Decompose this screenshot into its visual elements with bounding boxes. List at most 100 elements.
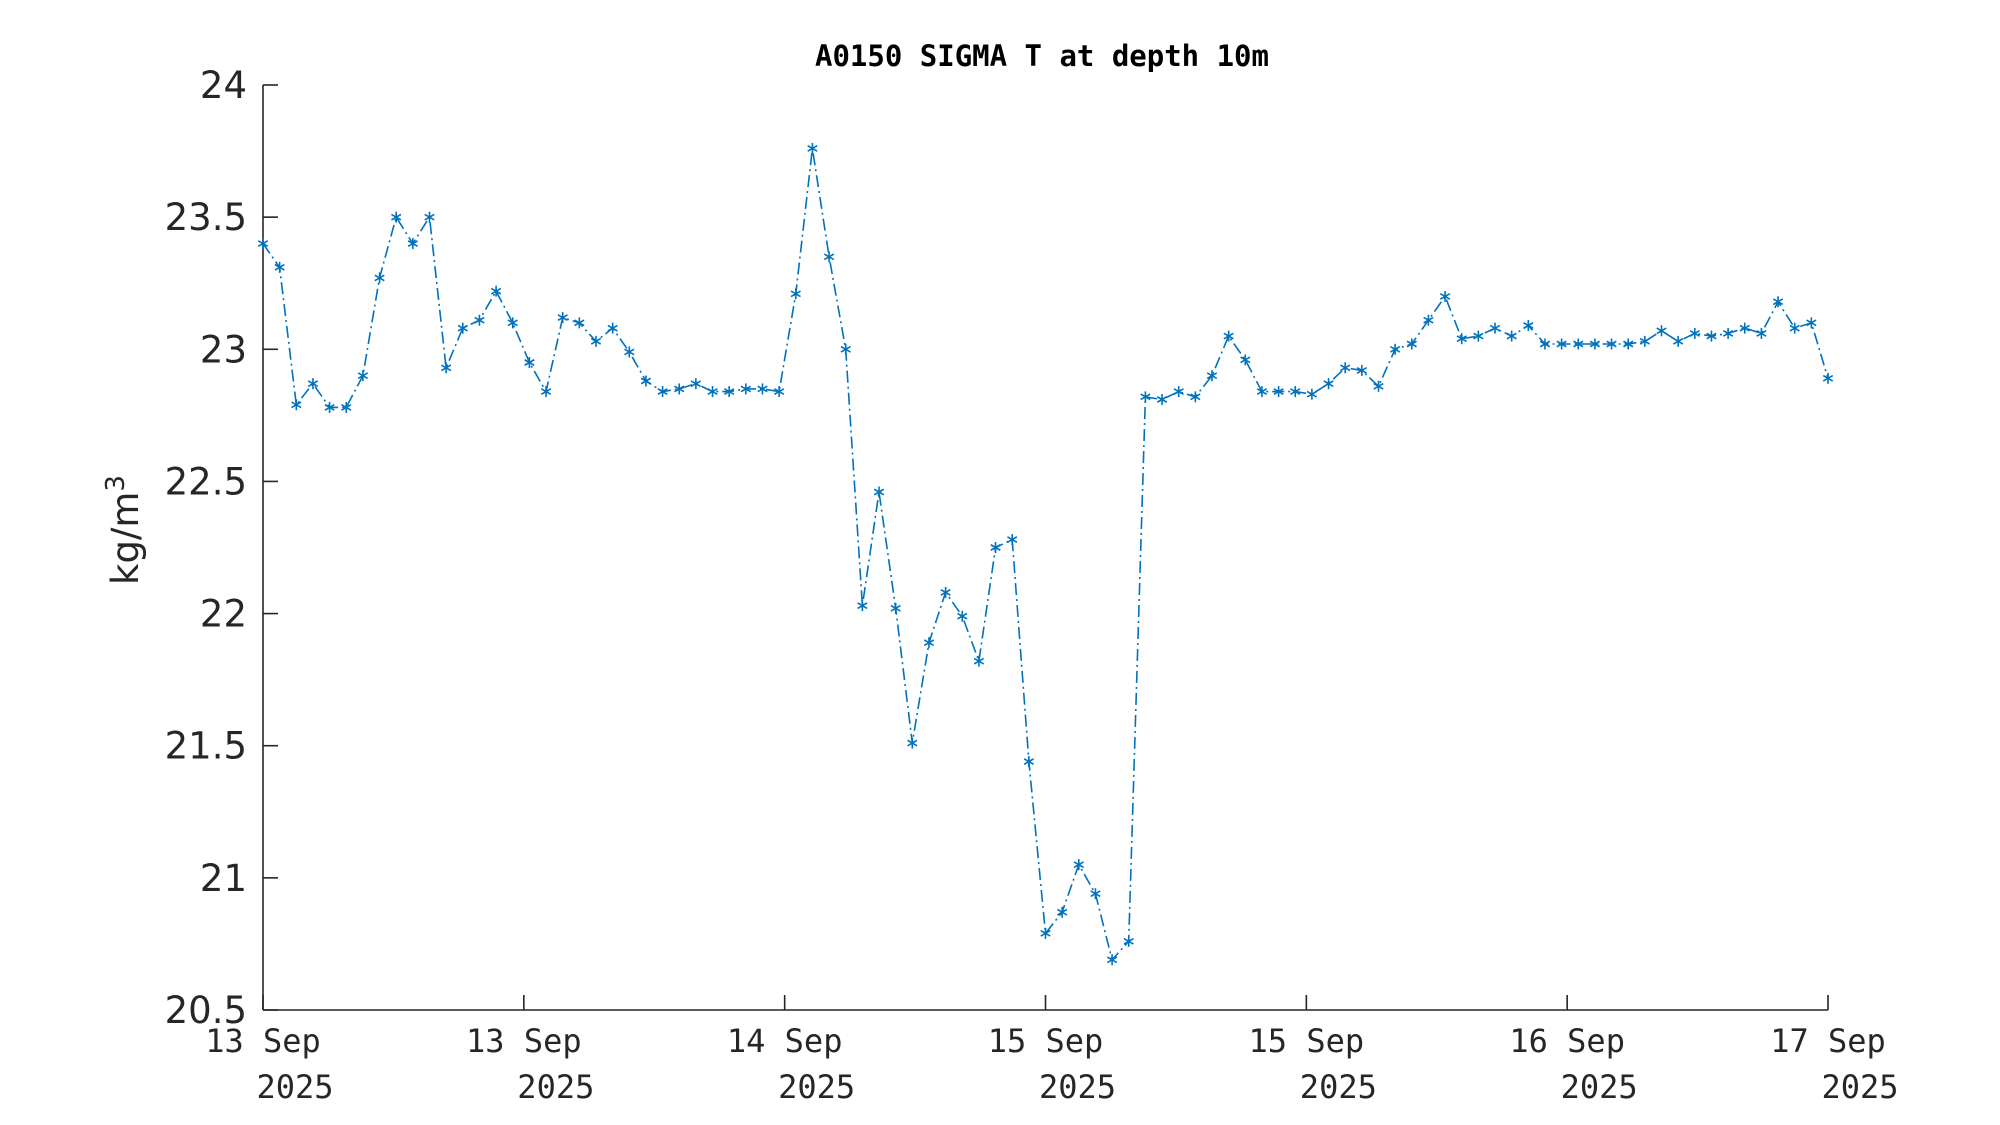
data-point-marker (257, 238, 269, 250)
data-point-marker (1489, 322, 1501, 334)
x-tick-label-year: 2025 (517, 1068, 594, 1106)
x-tick-label-day: 15 Sep (988, 1022, 1104, 1060)
data-point-marker (1589, 338, 1601, 350)
data-point-marker (274, 261, 285, 273)
data-point-marker (607, 322, 618, 334)
data-point-marker (1007, 534, 1018, 546)
data-point-marker (524, 357, 535, 368)
data-point-marker (357, 370, 369, 382)
y-tick-label: 22 (200, 593, 247, 636)
data-point-marker (1656, 325, 1667, 337)
data-point-marker (1756, 327, 1767, 339)
y-tick-label: 20.5 (165, 989, 247, 1032)
data-point-marker (1356, 364, 1367, 376)
data-point-marker (457, 322, 468, 334)
y-tick-label: 23 (200, 328, 247, 371)
data-point-marker (1639, 335, 1651, 347)
y-tick-label: 23.5 (165, 196, 247, 239)
data-point-marker (657, 386, 668, 398)
x-tick-label-year: 2025 (1821, 1068, 1898, 1106)
data-point-marker (407, 238, 419, 250)
data-point-marker (1340, 362, 1351, 374)
data-point-marker (1423, 314, 1434, 326)
x-tick-label-year: 2025 (778, 1068, 855, 1106)
data-point-marker (1772, 296, 1784, 308)
data-point-marker (307, 378, 319, 390)
data-point-marker (1290, 386, 1301, 398)
data-point-marker (923, 637, 935, 649)
data-point-marker (291, 399, 302, 411)
data-point-marker (823, 251, 835, 263)
data-point-marker (857, 600, 868, 612)
data-point-marker (724, 386, 735, 398)
axes: 20.5 21 21.5 22 22.5 23 23.5 24 13 Sep 2025 13 Sep… (165, 64, 1899, 1106)
data-point-marker (873, 486, 885, 498)
data-point-marker (807, 142, 818, 154)
data-point-marker (374, 272, 385, 284)
data-point-marker (1473, 330, 1484, 342)
data-point-marker (907, 737, 918, 749)
data-point-marker (1256, 386, 1268, 398)
data-point-marker (1573, 338, 1584, 350)
data-point-marker (1190, 391, 1201, 403)
x-tick-label-day: 16 Sep (1509, 1022, 1625, 1060)
data-point-marker (1240, 354, 1251, 366)
data-point-marker (757, 383, 768, 395)
data-point-marker (957, 610, 968, 622)
x-tick-label-day: 17 Sep (1770, 1022, 1886, 1060)
data-point-marker (1173, 386, 1184, 398)
data-point-marker (1306, 388, 1318, 400)
data-point-marker (890, 602, 901, 614)
data-point-marker (1789, 322, 1800, 334)
data-point-marker (1456, 333, 1467, 345)
data-point-marker (1106, 954, 1118, 966)
x-tick-label-day: 13 Sep (466, 1022, 582, 1060)
data-point-marker (740, 383, 751, 395)
y-tick-label: 21.5 (165, 725, 247, 768)
data-point-marker (1739, 322, 1750, 334)
data-point-marker (1373, 380, 1384, 392)
data-point-marker (1140, 391, 1151, 403)
data-point-marker (1323, 378, 1334, 390)
chart-title: A0150 SIGMA T at depth 10m (815, 39, 1269, 73)
data-point-marker (1439, 290, 1451, 302)
data-point-marker (1523, 320, 1534, 331)
y-axis-label: kg/m3 (101, 475, 147, 585)
x-tick-label-day: 13 Sep (205, 1022, 321, 1060)
data-point-marker (773, 386, 785, 398)
data-point-marker (707, 386, 718, 398)
data-point-marker (1623, 338, 1634, 350)
x-tick-label-year: 2025 (1300, 1068, 1377, 1106)
data-point-marker (1040, 927, 1051, 939)
data-point-marker (640, 375, 652, 387)
data-point-marker (840, 343, 851, 355)
series-line (262, 148, 1829, 962)
data-point-marker (1722, 327, 1734, 339)
data-point-marker (1223, 330, 1234, 342)
y-axis-label-superscript: 3 (101, 475, 131, 492)
data-point-marker (690, 378, 702, 390)
data-point-marker (324, 401, 335, 413)
data-point-marker (490, 285, 502, 297)
x-tick-label-day: 15 Sep (1249, 1022, 1365, 1060)
data-point-marker (474, 314, 485, 326)
data-point-marker (1689, 327, 1700, 339)
data-point-marker (674, 383, 685, 395)
data-point-marker (1073, 859, 1084, 871)
x-tick-label-day: 14 Sep (727, 1022, 843, 1060)
plot-area (257, 142, 1834, 966)
data-point-marker (1406, 338, 1417, 350)
data-point-marker (940, 586, 951, 598)
data-point-marker (540, 386, 552, 398)
data-point-marker (1672, 335, 1684, 347)
x-tick-label-year: 2025 (256, 1068, 333, 1106)
data-point-marker (1023, 756, 1035, 768)
data-point-marker (1556, 338, 1567, 350)
data-point-marker (590, 335, 602, 347)
y-tick-label: 22.5 (165, 460, 247, 503)
data-point-marker (507, 317, 518, 329)
data-point-marker (391, 211, 402, 223)
data-point-marker (1389, 343, 1401, 355)
y-axis-label-text: kg/m (104, 492, 147, 585)
